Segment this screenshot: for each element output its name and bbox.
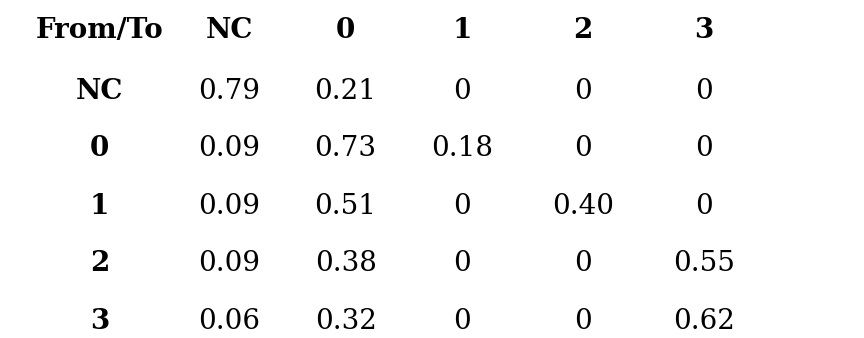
Text: 0: 0 [454,78,471,105]
Text: 0: 0 [454,308,471,335]
Text: 0.21: 0.21 [314,78,377,105]
Text: 0.09: 0.09 [198,193,260,220]
Text: NC: NC [206,17,252,44]
Text: 0: 0 [454,250,471,277]
Text: 0: 0 [336,17,355,44]
Text: 0: 0 [696,135,713,162]
Text: 0.51: 0.51 [314,193,377,220]
Text: 0: 0 [575,250,592,277]
Text: 0: 0 [90,135,109,162]
Text: 0.38: 0.38 [314,250,377,277]
Text: 0.73: 0.73 [314,135,377,162]
Text: 0: 0 [575,78,592,105]
Text: 0.62: 0.62 [673,308,735,335]
Text: 0.55: 0.55 [673,250,735,277]
Text: 0.79: 0.79 [198,78,260,105]
Text: 2: 2 [90,250,109,277]
Text: From/To: From/To [35,17,163,44]
Text: 0.18: 0.18 [431,135,493,162]
Text: 1: 1 [90,193,109,220]
Text: 0.32: 0.32 [314,308,377,335]
Text: 0.06: 0.06 [198,308,260,335]
Text: NC: NC [76,78,123,105]
Text: 0: 0 [575,308,592,335]
Text: 0: 0 [696,193,713,220]
Text: 0.40: 0.40 [552,193,614,220]
Text: 0.09: 0.09 [198,135,260,162]
Text: 0: 0 [696,78,713,105]
Text: 0.09: 0.09 [198,250,260,277]
Text: 3: 3 [695,17,714,44]
Text: 1: 1 [453,17,472,44]
Text: 3: 3 [90,308,109,335]
Text: 0: 0 [454,193,471,220]
Text: 0: 0 [575,135,592,162]
Text: 2: 2 [574,17,593,44]
